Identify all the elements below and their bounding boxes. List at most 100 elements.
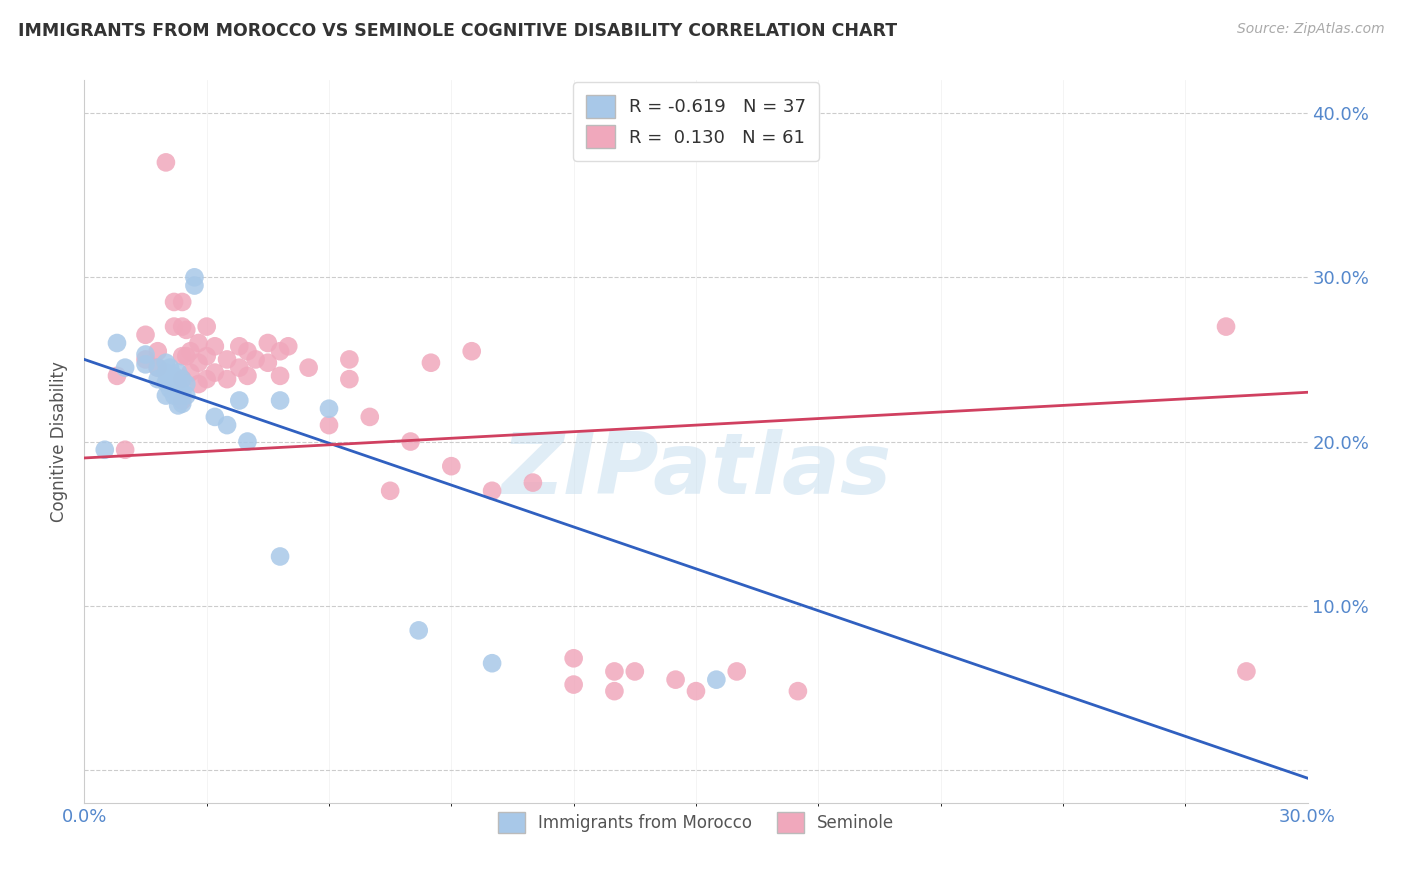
Point (420, 356, 443, 370)
Point (155, 356, 177, 370)
Text: IMMIGRANTS FROM MOROCCO VS SEMINOLE COGNITIVE DISABILITY CORRELATION CHART: IMMIGRANTS FROM MOROCCO VS SEMINOLE COGN… (18, 22, 897, 40)
Point (146, 372, 169, 386)
Point (461, 344, 484, 359)
Point (339, 352, 361, 367)
Point (228, 339, 250, 353)
Legend: Immigrants from Morocco, Seminole: Immigrants from Morocco, Seminole (486, 800, 905, 845)
Point (155, 366, 177, 380)
Point (172, 393, 194, 408)
Point (481, 657, 503, 671)
Point (228, 360, 250, 375)
Point (135, 327, 157, 342)
Point (195, 372, 218, 386)
Point (172, 319, 194, 334)
Point (706, 673, 728, 687)
Point (93, 442, 115, 457)
Point (624, 665, 647, 679)
Text: Source: ZipAtlas.com: Source: ZipAtlas.com (1237, 22, 1385, 37)
Point (359, 409, 381, 424)
Point (172, 372, 194, 386)
Point (195, 349, 218, 363)
Point (159, 360, 181, 375)
Point (195, 319, 218, 334)
Point (179, 366, 201, 380)
Point (1236, 665, 1258, 679)
Point (105, 368, 128, 383)
Point (399, 434, 422, 449)
Point (174, 377, 197, 392)
Point (172, 349, 194, 363)
Point (318, 418, 340, 433)
Point (183, 270, 205, 285)
Text: ZIPatlas: ZIPatlas (501, 429, 891, 512)
Point (187, 356, 209, 370)
Point (163, 378, 186, 392)
Point (380, 483, 402, 498)
Point (245, 352, 267, 367)
Point (155, 376, 177, 390)
Point (339, 372, 361, 386)
Point (187, 377, 209, 392)
Point (204, 409, 226, 424)
Point (217, 418, 239, 433)
Point (236, 344, 259, 359)
Point (236, 368, 259, 383)
Point (135, 357, 157, 371)
Point (481, 483, 503, 498)
Point (174, 349, 197, 363)
Point (172, 372, 194, 386)
Point (105, 336, 128, 351)
Point (163, 368, 186, 383)
Point (146, 344, 169, 359)
Point (236, 434, 259, 449)
Point (217, 372, 239, 386)
Point (187, 336, 209, 351)
Point (183, 278, 205, 293)
Point (155, 388, 177, 402)
Point (217, 352, 239, 367)
Point (204, 339, 226, 353)
Point (269, 549, 291, 564)
Point (269, 368, 291, 383)
Point (172, 397, 194, 411)
Point (159, 372, 181, 386)
Point (163, 388, 186, 402)
Point (172, 295, 194, 310)
Point (440, 459, 463, 474)
Point (146, 360, 169, 375)
Point (408, 624, 430, 638)
Point (665, 673, 688, 687)
Point (603, 665, 626, 679)
Point (1215, 319, 1237, 334)
Point (562, 651, 585, 665)
Point (135, 352, 157, 367)
Point (257, 356, 280, 370)
Point (114, 360, 136, 375)
Point (179, 344, 201, 359)
Point (167, 398, 190, 412)
Point (685, 684, 707, 698)
Point (135, 347, 157, 361)
Point (298, 360, 321, 375)
Point (269, 344, 291, 359)
Point (174, 323, 197, 337)
Point (172, 385, 194, 400)
Point (277, 339, 299, 353)
Point (204, 366, 226, 380)
Point (318, 401, 340, 416)
Point (155, 155, 177, 169)
Point (269, 393, 291, 408)
Y-axis label: Cognitive Disability: Cognitive Disability (51, 361, 69, 522)
Point (167, 377, 190, 392)
Point (167, 366, 190, 380)
Point (163, 295, 186, 310)
Point (725, 665, 748, 679)
Point (562, 677, 585, 691)
Point (787, 684, 810, 698)
Point (603, 684, 626, 698)
Point (174, 388, 197, 402)
Point (167, 388, 190, 402)
Point (522, 475, 544, 490)
Point (228, 393, 250, 408)
Point (146, 360, 169, 375)
